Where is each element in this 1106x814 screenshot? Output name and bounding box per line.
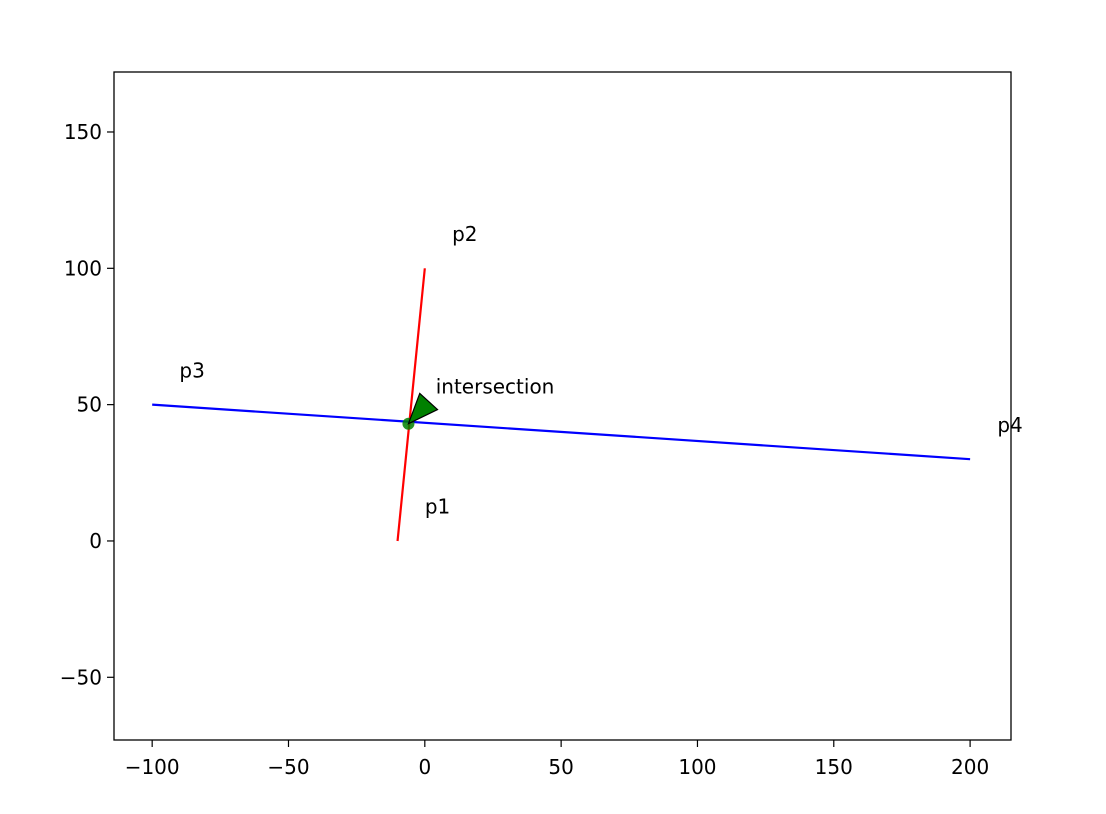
annotation-p1: p1 [425, 495, 450, 519]
intersection-arrow [407, 392, 439, 425]
y-tick-label: 0 [89, 529, 102, 553]
y-tick-label: 150 [64, 120, 102, 144]
axis-ticks: −100 −50 0 50 100 150 200 −50 0 50 100 150 [60, 120, 989, 779]
x-tick-label: −50 [267, 755, 309, 779]
annotation-p3: p3 [179, 358, 204, 382]
y-tick-label: 50 [77, 393, 102, 417]
axes-frame [113, 71, 1012, 741]
annotation-p2: p2 [452, 222, 477, 246]
x-tick-label: 0 [418, 755, 431, 779]
y-tick-label: −50 [60, 665, 102, 689]
y-tick-label: 100 [64, 256, 102, 280]
x-tick-label: 100 [678, 755, 716, 779]
annotations: p1 p2 p3 p4 intersection [179, 222, 1022, 519]
x-tick-label: 150 [815, 755, 853, 779]
x-tick-label: −100 [125, 755, 180, 779]
x-tick-label: 50 [548, 755, 573, 779]
series-line-2 [152, 403, 971, 461]
series-line-1 [396, 268, 426, 542]
annotation-p4: p4 [997, 413, 1022, 437]
annotation-intersection: intersection [436, 375, 555, 399]
x-tick-label: 200 [951, 755, 989, 779]
